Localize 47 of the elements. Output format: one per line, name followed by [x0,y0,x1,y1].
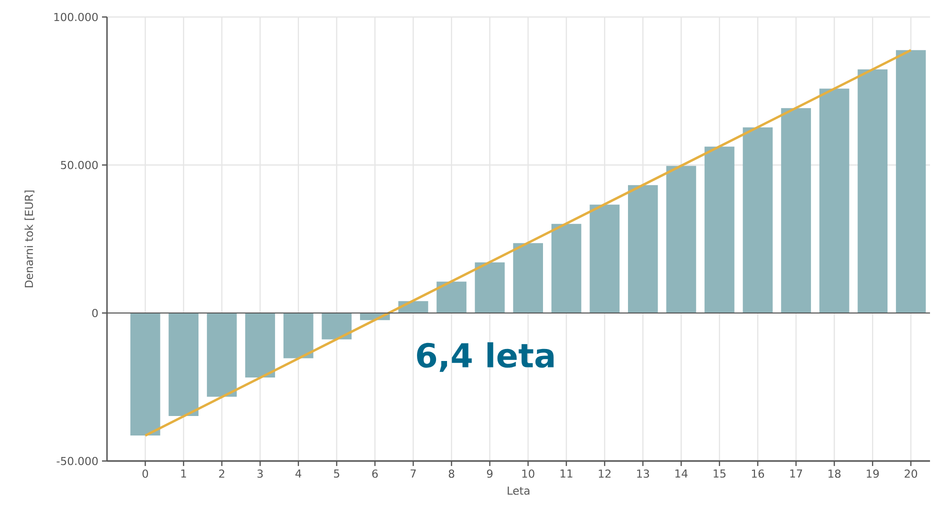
bar [896,50,926,313]
y-tick-label: 50.000 [60,160,98,170]
bar [283,313,314,358]
x-axis-title: Leta [508,486,530,495]
bar [781,108,811,313]
x-tick-label: 4 [295,470,302,478]
x-tick-label: 0 [142,470,148,478]
x-tick-label: 17 [790,470,802,478]
bar [513,243,544,313]
x-tick-label: 2 [219,470,224,478]
x-tick-label: 3 [257,470,263,478]
bar [666,166,696,313]
x-tick-label: 6 [372,470,378,478]
x-tick-label: 11 [560,470,572,478]
y-tick-label: 0 [92,308,98,318]
bar [628,185,658,313]
x-tick-label: 7 [410,470,416,478]
x-tick-label: 5 [334,470,340,478]
bar [436,282,466,313]
x-tick-label: 15 [714,470,726,478]
bar [819,88,850,313]
bar [168,313,198,416]
bar [704,146,734,313]
x-tick-label: 10 [522,470,534,478]
annotation: 6,4 leta [417,342,554,372]
x-tick-label: 18 [828,470,841,478]
bar [590,204,620,313]
bar [206,313,237,397]
bar [130,313,160,436]
x-tick-label: 14 [675,470,688,478]
x-tick-label: 20 [904,470,918,478]
x-tick-label: 12 [598,470,611,478]
bar [474,262,505,313]
x-tick-label: 8 [448,470,454,478]
x-tick-label: 13 [637,470,650,478]
x-tick-label: 1 [181,470,186,478]
x-tick-label: 16 [752,470,764,478]
y-axis-title: Denarni tok [EUR] [24,190,34,288]
bar [858,69,888,313]
bar [742,127,773,313]
y-tick-label: 100.000 [54,12,98,22]
y-tick-label: -50.000 [56,456,98,466]
x-tick-label: 9 [486,470,493,478]
bar [245,313,276,378]
bar [322,313,352,340]
bar [551,224,582,313]
x-tick-label: 19 [866,470,879,478]
